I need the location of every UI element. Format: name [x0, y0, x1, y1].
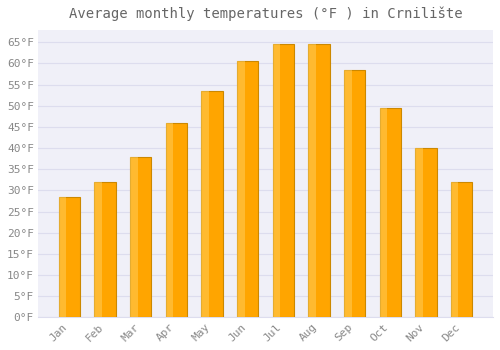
FancyBboxPatch shape: [59, 197, 66, 317]
FancyBboxPatch shape: [130, 156, 138, 317]
Bar: [451, 182, 472, 317]
FancyBboxPatch shape: [380, 108, 387, 317]
Title: Average monthly temperatures (°F ) in Crnilište: Average monthly temperatures (°F ) in Cr…: [69, 7, 462, 21]
FancyBboxPatch shape: [202, 91, 209, 317]
FancyBboxPatch shape: [451, 182, 458, 317]
Bar: [416, 148, 436, 317]
Bar: [237, 61, 258, 317]
Bar: [130, 156, 152, 317]
FancyBboxPatch shape: [344, 70, 352, 317]
FancyBboxPatch shape: [237, 61, 244, 317]
Bar: [59, 197, 80, 317]
Bar: [344, 70, 366, 317]
FancyBboxPatch shape: [94, 182, 102, 317]
Bar: [202, 91, 223, 317]
FancyBboxPatch shape: [308, 44, 316, 317]
FancyBboxPatch shape: [166, 123, 173, 317]
FancyBboxPatch shape: [416, 148, 423, 317]
FancyBboxPatch shape: [272, 44, 280, 317]
Bar: [272, 44, 294, 317]
Bar: [166, 123, 187, 317]
Bar: [308, 44, 330, 317]
Bar: [380, 108, 401, 317]
Bar: [94, 182, 116, 317]
